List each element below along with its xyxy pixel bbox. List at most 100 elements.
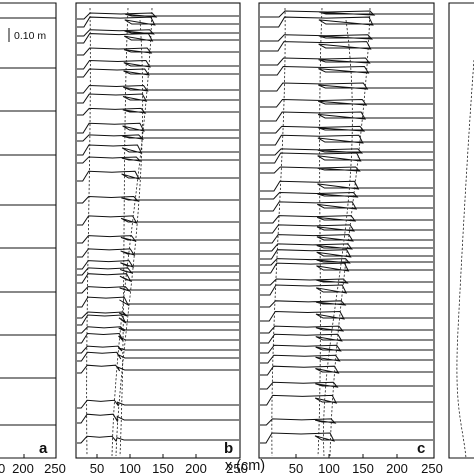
panel-b-layer-13: [77, 144, 239, 156]
panel-b-fault-2: [111, 7, 153, 457]
panel-a-tick-label-0: 0: [0, 461, 5, 474]
panel-a-frame: [0, 2, 57, 459]
panel-c-layer-26: [260, 284, 433, 296]
panel-b-frame: [75, 2, 241, 459]
panel-b-layer-7: [77, 68, 239, 78]
panel-c: 50 100 150 200 250 c: [258, 2, 443, 474]
panel-b-layer-9: [77, 93, 239, 104]
panel-c-layer-36: [260, 418, 433, 426]
panel-b-label: b: [224, 440, 233, 457]
panel-c-layer-1: [260, 10, 433, 18]
panel-c-tick-label-50: 50: [289, 461, 303, 474]
panel-c-layer-20: [260, 234, 433, 244]
panel-c-layer-12: [260, 148, 433, 156]
panel-c-layer-9: [260, 111, 433, 122]
panel-c-layer-19: [260, 224, 433, 234]
panel-c-frame: [258, 2, 435, 459]
panel-c-tick-label-200: 200: [386, 461, 408, 474]
panel-c-fault-1: [271, 7, 286, 457]
panel-c-layer-2: [260, 16, 433, 28]
panel-c-layer-24: [260, 262, 433, 274]
panel-b-layer-34: [77, 435, 239, 444]
panel-b-layer-15: [77, 170, 239, 182]
panel-c-layer-13: [260, 152, 433, 164]
panel-b-fault-3: [119, 7, 129, 457]
panel-b-layer-2: [77, 16, 239, 28]
panel-b-layer-8: [77, 84, 239, 94]
panel-c-layers: [260, 10, 433, 444]
panel-b-tick-label-50: 50: [90, 461, 104, 474]
panel-a-tick-label-250: 250: [44, 461, 66, 474]
panel-a: 0 200 250 a 0.10 m: [0, 2, 66, 474]
scale-bar-label: 0.10 m: [14, 30, 46, 42]
panel-b-layer-5: [77, 47, 239, 56]
panel-b-layer-20: [77, 260, 239, 270]
panel-b-tick-label-200: 200: [185, 461, 207, 474]
panel-c-label: c: [417, 440, 425, 457]
panel-b-layer-28: [77, 332, 239, 344]
panel-b-layer-4: [77, 33, 239, 44]
panel-c-layer-37: [260, 432, 433, 444]
panel-b-layer-16: [77, 195, 239, 204]
panel-a-tick-label-200: 200: [12, 461, 34, 474]
panel-c-tick-label-100: 100: [318, 461, 340, 474]
panel-b-layers: [77, 12, 239, 444]
panel-b-layer-23: [77, 286, 239, 294]
panel-c-layer-23: [260, 258, 433, 266]
panel-b-tick-label-150: 150: [152, 461, 174, 474]
panel-c-layer-33: [260, 365, 433, 376]
panel-b-layer-32: [77, 399, 239, 409]
panel-b-layer-12: [77, 134, 239, 142]
panel-c-layer-28: [260, 310, 433, 322]
panel-d-fault-line: [456, 59, 474, 459]
panel-c-layer-22: [260, 249, 433, 260]
panel-b: 50 100 150 200 250 b: [75, 2, 248, 474]
panel-c-layer-16: [260, 191, 433, 200]
panel-b-layer-21: [77, 267, 239, 276]
panel-b-layer-24: [77, 296, 239, 308]
panel-c-fault-2: [329, 7, 371, 457]
panel-b-fault-1: [86, 7, 91, 457]
panel-c-layer-25: [260, 278, 433, 286]
panel-c-layer-17: [260, 201, 433, 212]
panel-b-layer-11: [77, 122, 239, 134]
panel-c-fault-4: [323, 19, 353, 457]
panel-b-layer-19: [77, 248, 239, 258]
panel-c-layer-6: [260, 65, 433, 76]
panel-b-layer-25: [77, 311, 239, 319]
panel-c-layer-3: [260, 34, 433, 42]
panel-c-layer-34: [260, 381, 433, 390]
panel-c-layer-32: [260, 354, 433, 364]
panel-b-layer-30: [77, 351, 239, 362]
panel-c-layer-30: [260, 333, 433, 344]
panel-b-layer-3: [77, 29, 239, 37]
panel-b-layer-22: [77, 273, 239, 284]
panel-a-layers: [0, 17, 56, 426]
panel-c-layer-10: [260, 125, 433, 134]
panel-c-layer-4: [260, 41, 433, 52]
panel-d: [448, 2, 474, 459]
panel-b-tick-label-100: 100: [119, 461, 141, 474]
panel-b-layer-29: [77, 345, 239, 354]
panel-c-layer-27: [260, 300, 433, 308]
panel-c-tick-label-150: 150: [352, 461, 374, 474]
panel-b-layer-27: [77, 326, 239, 334]
x-axis-title: x (cm): [225, 458, 265, 474]
panel-c-layer-11: [260, 134, 433, 146]
panel-c-fault-3: [317, 7, 323, 457]
panel-b-layer-14: [77, 156, 239, 164]
panel-b-layer-26: [77, 314, 239, 326]
panel-c-layer-15: [260, 180, 433, 192]
panel-b-layer-31: [77, 364, 239, 374]
panel-c-layer-5: [260, 57, 433, 66]
panel-b-tick-label-250: 250: [226, 461, 248, 474]
panel-b-layer-10: [77, 107, 239, 116]
panel-b-layer-17: [77, 215, 239, 226]
panel-b-fault-4: [115, 19, 144, 457]
panel-c-layer-29: [260, 325, 433, 334]
panel-b-layer-6: [77, 59, 239, 70]
panel-c-layer-35: [260, 394, 433, 406]
panel-b-layer-1: [77, 12, 239, 20]
panel-c-layer-31: [260, 344, 433, 354]
